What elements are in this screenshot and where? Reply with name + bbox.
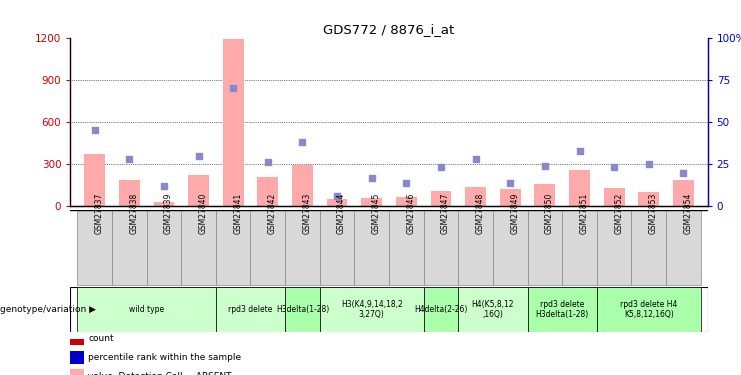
Text: GSM27848: GSM27848 <box>476 193 485 234</box>
Text: count: count <box>88 334 114 343</box>
Bar <box>604 188 625 206</box>
Text: GSM27852: GSM27852 <box>614 193 623 234</box>
Bar <box>292 165 313 206</box>
Bar <box>216 287 285 332</box>
Text: GSM27854: GSM27854 <box>683 193 692 234</box>
Text: H3(K4,9,14,18,2
3,27Q): H3(K4,9,14,18,2 3,27Q) <box>341 300 402 319</box>
Text: GSM27841: GSM27841 <box>233 193 242 234</box>
Bar <box>528 287 597 332</box>
Point <box>366 175 378 181</box>
Bar <box>597 210 631 285</box>
Bar <box>147 210 182 285</box>
Bar <box>465 187 486 206</box>
Bar <box>182 210 216 285</box>
Text: GSM27845: GSM27845 <box>372 193 381 234</box>
Bar <box>285 287 320 332</box>
Bar <box>320 210 354 285</box>
Text: GSM27839: GSM27839 <box>164 193 173 234</box>
Point <box>296 139 308 145</box>
Bar <box>153 202 174 206</box>
Bar <box>493 210 528 285</box>
Bar <box>320 287 424 332</box>
Bar <box>458 210 493 285</box>
Point <box>123 156 135 162</box>
Text: GSM27842: GSM27842 <box>268 193 277 234</box>
Text: GSM27853: GSM27853 <box>649 193 658 234</box>
Bar <box>597 287 701 332</box>
Bar <box>77 287 216 332</box>
Bar <box>119 180 139 206</box>
Text: GSM27846: GSM27846 <box>406 193 416 234</box>
Point <box>574 147 585 154</box>
Text: GSM27851: GSM27851 <box>579 193 588 234</box>
Bar <box>458 287 528 332</box>
Bar <box>673 180 694 206</box>
Point <box>677 170 689 176</box>
Text: genotype/variation ▶: genotype/variation ▶ <box>0 305 96 314</box>
Point <box>539 163 551 169</box>
Bar <box>666 210 701 285</box>
Point <box>400 180 412 186</box>
Text: H4(K5,8,12
,16Q): H4(K5,8,12 ,16Q) <box>472 300 514 319</box>
Point <box>470 156 482 162</box>
Text: GSM27843: GSM27843 <box>302 193 311 234</box>
Bar <box>500 189 521 206</box>
Bar <box>77 210 112 285</box>
Text: GSM27840: GSM27840 <box>199 193 207 234</box>
Point <box>227 85 239 91</box>
Text: value, Detection Call = ABSENT: value, Detection Call = ABSENT <box>88 372 232 375</box>
Bar <box>70 351 84 364</box>
Text: H3delta(1-28): H3delta(1-28) <box>276 305 329 314</box>
Text: rpd3 delete: rpd3 delete <box>228 305 273 314</box>
Bar <box>362 198 382 206</box>
Point <box>435 164 447 170</box>
Text: H4delta(2-26): H4delta(2-26) <box>414 305 468 314</box>
Bar <box>431 191 451 206</box>
Bar <box>70 332 84 345</box>
Point <box>505 180 516 186</box>
Bar <box>528 210 562 285</box>
Point <box>89 128 101 134</box>
Point <box>331 193 343 199</box>
Title: GDS772 / 8876_i_at: GDS772 / 8876_i_at <box>323 23 455 36</box>
Bar <box>70 369 84 375</box>
Point <box>643 161 655 167</box>
Bar <box>354 210 389 285</box>
Text: GSM27837: GSM27837 <box>95 193 104 234</box>
Point <box>158 183 170 189</box>
Bar <box>188 176 209 206</box>
Text: wild type: wild type <box>129 305 165 314</box>
Bar <box>639 192 659 206</box>
Bar <box>84 154 105 206</box>
Point <box>193 153 205 159</box>
Text: GSM27847: GSM27847 <box>441 193 450 234</box>
Bar <box>424 287 458 332</box>
Text: rpd3 delete H4
K5,8,12,16Q): rpd3 delete H4 K5,8,12,16Q) <box>620 300 677 319</box>
Bar <box>396 197 416 206</box>
Bar <box>631 210 666 285</box>
Text: GSM27850: GSM27850 <box>545 193 554 234</box>
Bar <box>250 210 285 285</box>
Bar <box>257 177 278 206</box>
Bar <box>424 210 458 285</box>
Bar <box>389 210 424 285</box>
Bar <box>569 170 590 206</box>
Point <box>608 164 620 170</box>
Text: GSM27844: GSM27844 <box>337 193 346 234</box>
Bar <box>327 199 348 206</box>
Point <box>262 159 273 165</box>
Text: GSM27849: GSM27849 <box>511 193 519 234</box>
Bar <box>534 184 555 206</box>
Text: rpd3 delete
H3delta(1-28): rpd3 delete H3delta(1-28) <box>536 300 589 319</box>
Text: percentile rank within the sample: percentile rank within the sample <box>88 353 242 362</box>
Bar <box>216 210 250 285</box>
Bar <box>562 210 597 285</box>
Text: GSM27838: GSM27838 <box>129 193 139 234</box>
Bar <box>223 39 244 206</box>
Bar <box>112 210 147 285</box>
Bar <box>285 210 320 285</box>
